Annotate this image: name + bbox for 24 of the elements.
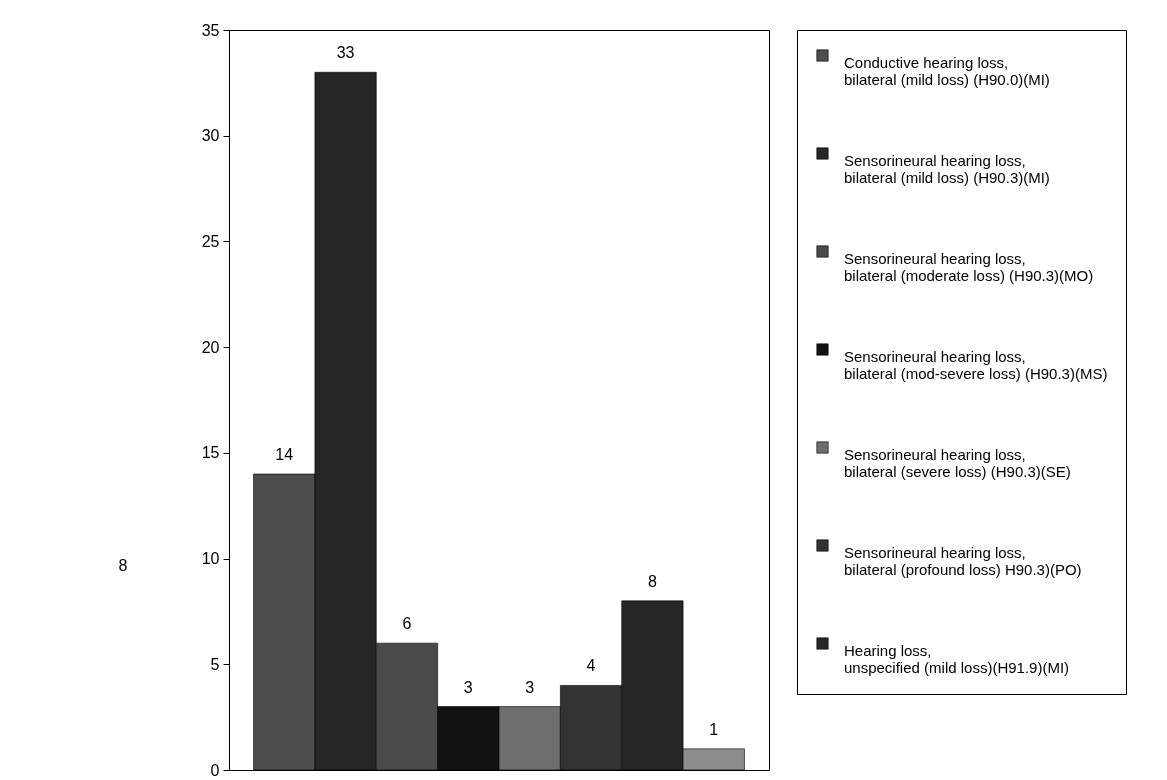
y-tick-label: 10 bbox=[201, 550, 220, 568]
legend-label: Sensorineural hearing loss, bilateral (mild loss) (H90.3)(MI) bbox=[844, 151, 1050, 186]
legend-label: Conductive hearing loss, bilateral (mild loss) (H90.0)(MI) bbox=[844, 53, 1050, 88]
y-tick-label: 0 bbox=[210, 761, 220, 779]
data-label: 8 bbox=[647, 572, 657, 590]
y-tick-label: 30 bbox=[201, 127, 220, 145]
data-label: 14 bbox=[275, 446, 294, 463]
data-label: 1 bbox=[709, 720, 719, 738]
y-tick-label: 15 bbox=[201, 444, 220, 462]
legend-label: Sensorineural hearing loss, bilateral (mod-severe loss) (H90.3)(MS) bbox=[844, 347, 1108, 382]
data-label: 33 bbox=[336, 44, 355, 62]
legend-label: Sensorineural hearing loss, bilateral (profound loss) H90.3)(PO) bbox=[844, 543, 1082, 578]
data-label: 6 bbox=[402, 615, 412, 633]
y-tick-label: 35 bbox=[201, 21, 220, 39]
data-label: 3 bbox=[525, 678, 535, 696]
legend-label: Hearing loss, unspecified (mild loss)(H91.9)(MI) bbox=[844, 641, 1070, 676]
text: 8 bbox=[118, 557, 128, 574]
legend-label: Sensorineural hearing loss, bilateral (moderate loss) (H90.3)(MO) bbox=[844, 249, 1094, 284]
data-label: 3 bbox=[463, 678, 473, 696]
legend-label: Sensorineural hearing loss, bilateral (severe loss) (H90.3)(SE) bbox=[844, 445, 1071, 480]
y-tick-label: 5 bbox=[210, 655, 220, 673]
y-tick-label: 25 bbox=[201, 232, 220, 250]
y-tick-label: 20 bbox=[201, 338, 220, 356]
data-label: 4 bbox=[586, 657, 596, 675]
